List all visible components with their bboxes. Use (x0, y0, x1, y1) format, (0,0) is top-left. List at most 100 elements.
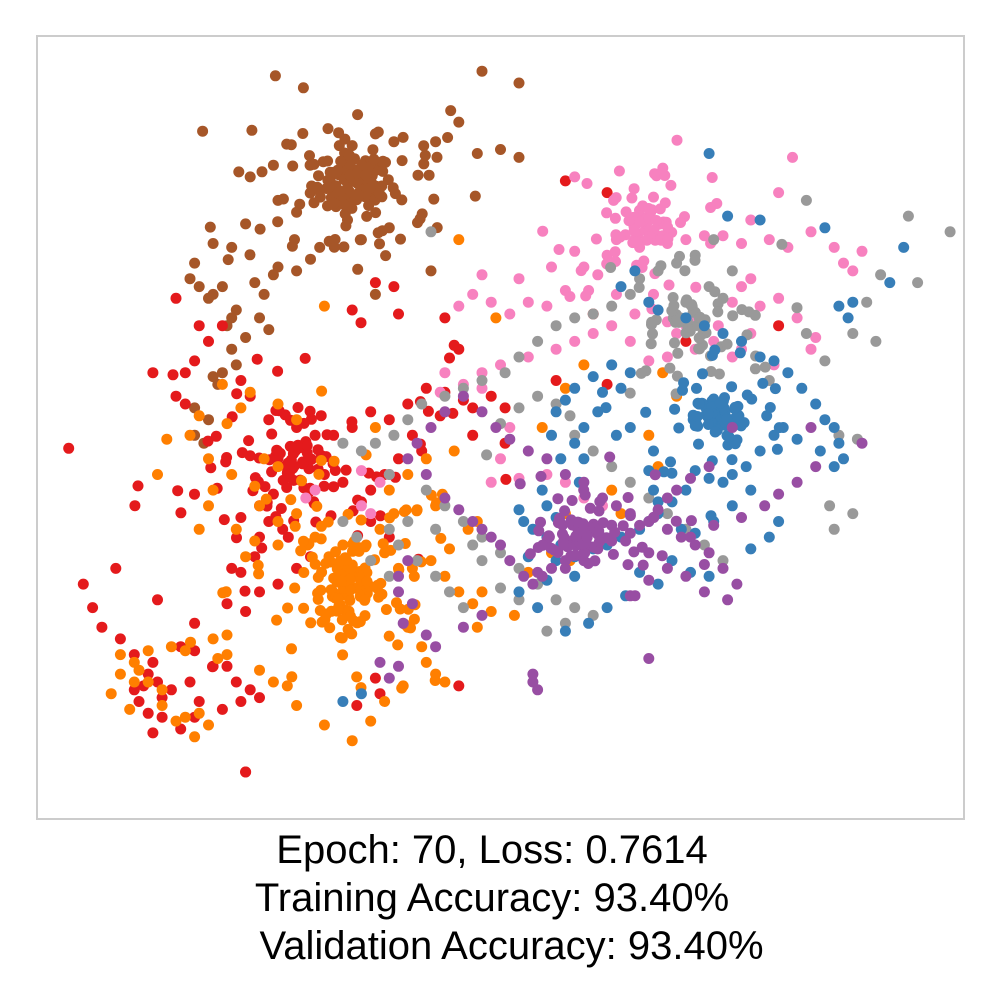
scatter-point (624, 288, 636, 300)
scatter-point (124, 703, 136, 715)
scatter-point (552, 547, 564, 558)
scatter-point (439, 500, 451, 512)
scatter-point (652, 578, 664, 590)
scatter-point (411, 505, 423, 517)
scatter-point (476, 531, 488, 543)
scatter-point (606, 519, 618, 531)
scatter-point (569, 245, 581, 257)
scatter-point (305, 617, 317, 629)
scatter-point (230, 676, 242, 688)
scatter-point (776, 238, 788, 250)
scatter-point (267, 269, 279, 281)
scatter-point (680, 234, 692, 246)
scatter-point (623, 215, 635, 227)
scatter-point (833, 300, 845, 312)
scatter-point (128, 649, 140, 661)
scatter-point (524, 548, 536, 560)
scatter-point (555, 453, 567, 465)
scatter-point (430, 641, 442, 653)
scatter-point (185, 636, 196, 648)
scatter-point (768, 355, 780, 367)
scatter-point (610, 429, 622, 441)
scatter-point (332, 603, 344, 615)
scatter-point (240, 766, 252, 778)
scatter-point (110, 562, 122, 574)
scatter-point (641, 234, 653, 246)
scatter-point (204, 221, 216, 233)
scatter-point (152, 469, 163, 480)
scatter-point (420, 469, 432, 480)
scatter-point (674, 250, 685, 262)
scatter-point (297, 128, 309, 139)
scatter-point (240, 332, 252, 343)
scatter-point (500, 473, 512, 485)
scatter-point (152, 594, 163, 606)
scatter-point (513, 504, 525, 516)
scatter-point (170, 715, 182, 727)
scatter-point (359, 610, 371, 622)
scatter-point (212, 653, 224, 664)
scatter-point (355, 317, 367, 329)
scatter-point (352, 263, 364, 275)
scatter-point (244, 171, 256, 183)
scatter-point (384, 512, 396, 524)
scatter-point (536, 422, 548, 433)
scatter-point (648, 511, 660, 523)
scatter-point (587, 308, 599, 320)
scatter-point (216, 320, 228, 332)
scatter-point (420, 629, 432, 641)
scatter-point (207, 484, 219, 496)
scatter-point (370, 207, 382, 219)
scatter-point (402, 555, 414, 567)
scatter-point (787, 151, 798, 163)
scatter-point (221, 649, 233, 661)
scatter-point (453, 234, 465, 246)
scatter-point (298, 567, 310, 578)
scatter-point (402, 453, 414, 465)
scatter-point (668, 300, 680, 312)
scatter-point (147, 367, 159, 379)
scatter-point (856, 437, 868, 449)
scatter-point (305, 253, 316, 265)
scatter-point (346, 735, 358, 747)
scatter-point (282, 602, 294, 614)
scatter-point (425, 555, 437, 567)
scatter-point (351, 531, 363, 543)
scatter-point (379, 696, 391, 707)
scatter-point (685, 299, 697, 311)
scatter-point (624, 422, 636, 433)
scatter-point (754, 351, 766, 363)
scatter-point (402, 398, 414, 410)
scatter-point (328, 481, 340, 493)
scatter-point (442, 132, 454, 143)
scatter-point (179, 398, 191, 410)
scatter-point (254, 500, 265, 512)
scatter-point (671, 328, 683, 339)
scatter-point (569, 429, 581, 441)
scatter-point (587, 445, 599, 457)
scatter-point (142, 707, 154, 719)
scatter-point (291, 508, 303, 520)
scatter-point (285, 494, 297, 506)
scatter-point (569, 437, 581, 449)
scatter-point (161, 433, 173, 445)
scatter-point (467, 402, 479, 414)
scatter-point (615, 281, 627, 293)
scatter-point (189, 488, 200, 500)
scatter-point (572, 516, 584, 528)
scatter-point (761, 410, 773, 422)
scatter-point (388, 429, 400, 441)
scatter-point (592, 269, 604, 281)
scatter-point (393, 539, 404, 551)
scatter-point (364, 182, 376, 194)
scatter-point (689, 254, 701, 266)
scatter-point (657, 162, 669, 174)
scatter-point (467, 598, 479, 610)
scatter-point (365, 715, 377, 727)
scatter-point (782, 367, 794, 379)
scatter-point (272, 461, 284, 473)
scatter-point (624, 367, 636, 379)
scatter-point (286, 671, 298, 683)
scatter-point (532, 335, 544, 347)
scatter-point (675, 523, 687, 535)
